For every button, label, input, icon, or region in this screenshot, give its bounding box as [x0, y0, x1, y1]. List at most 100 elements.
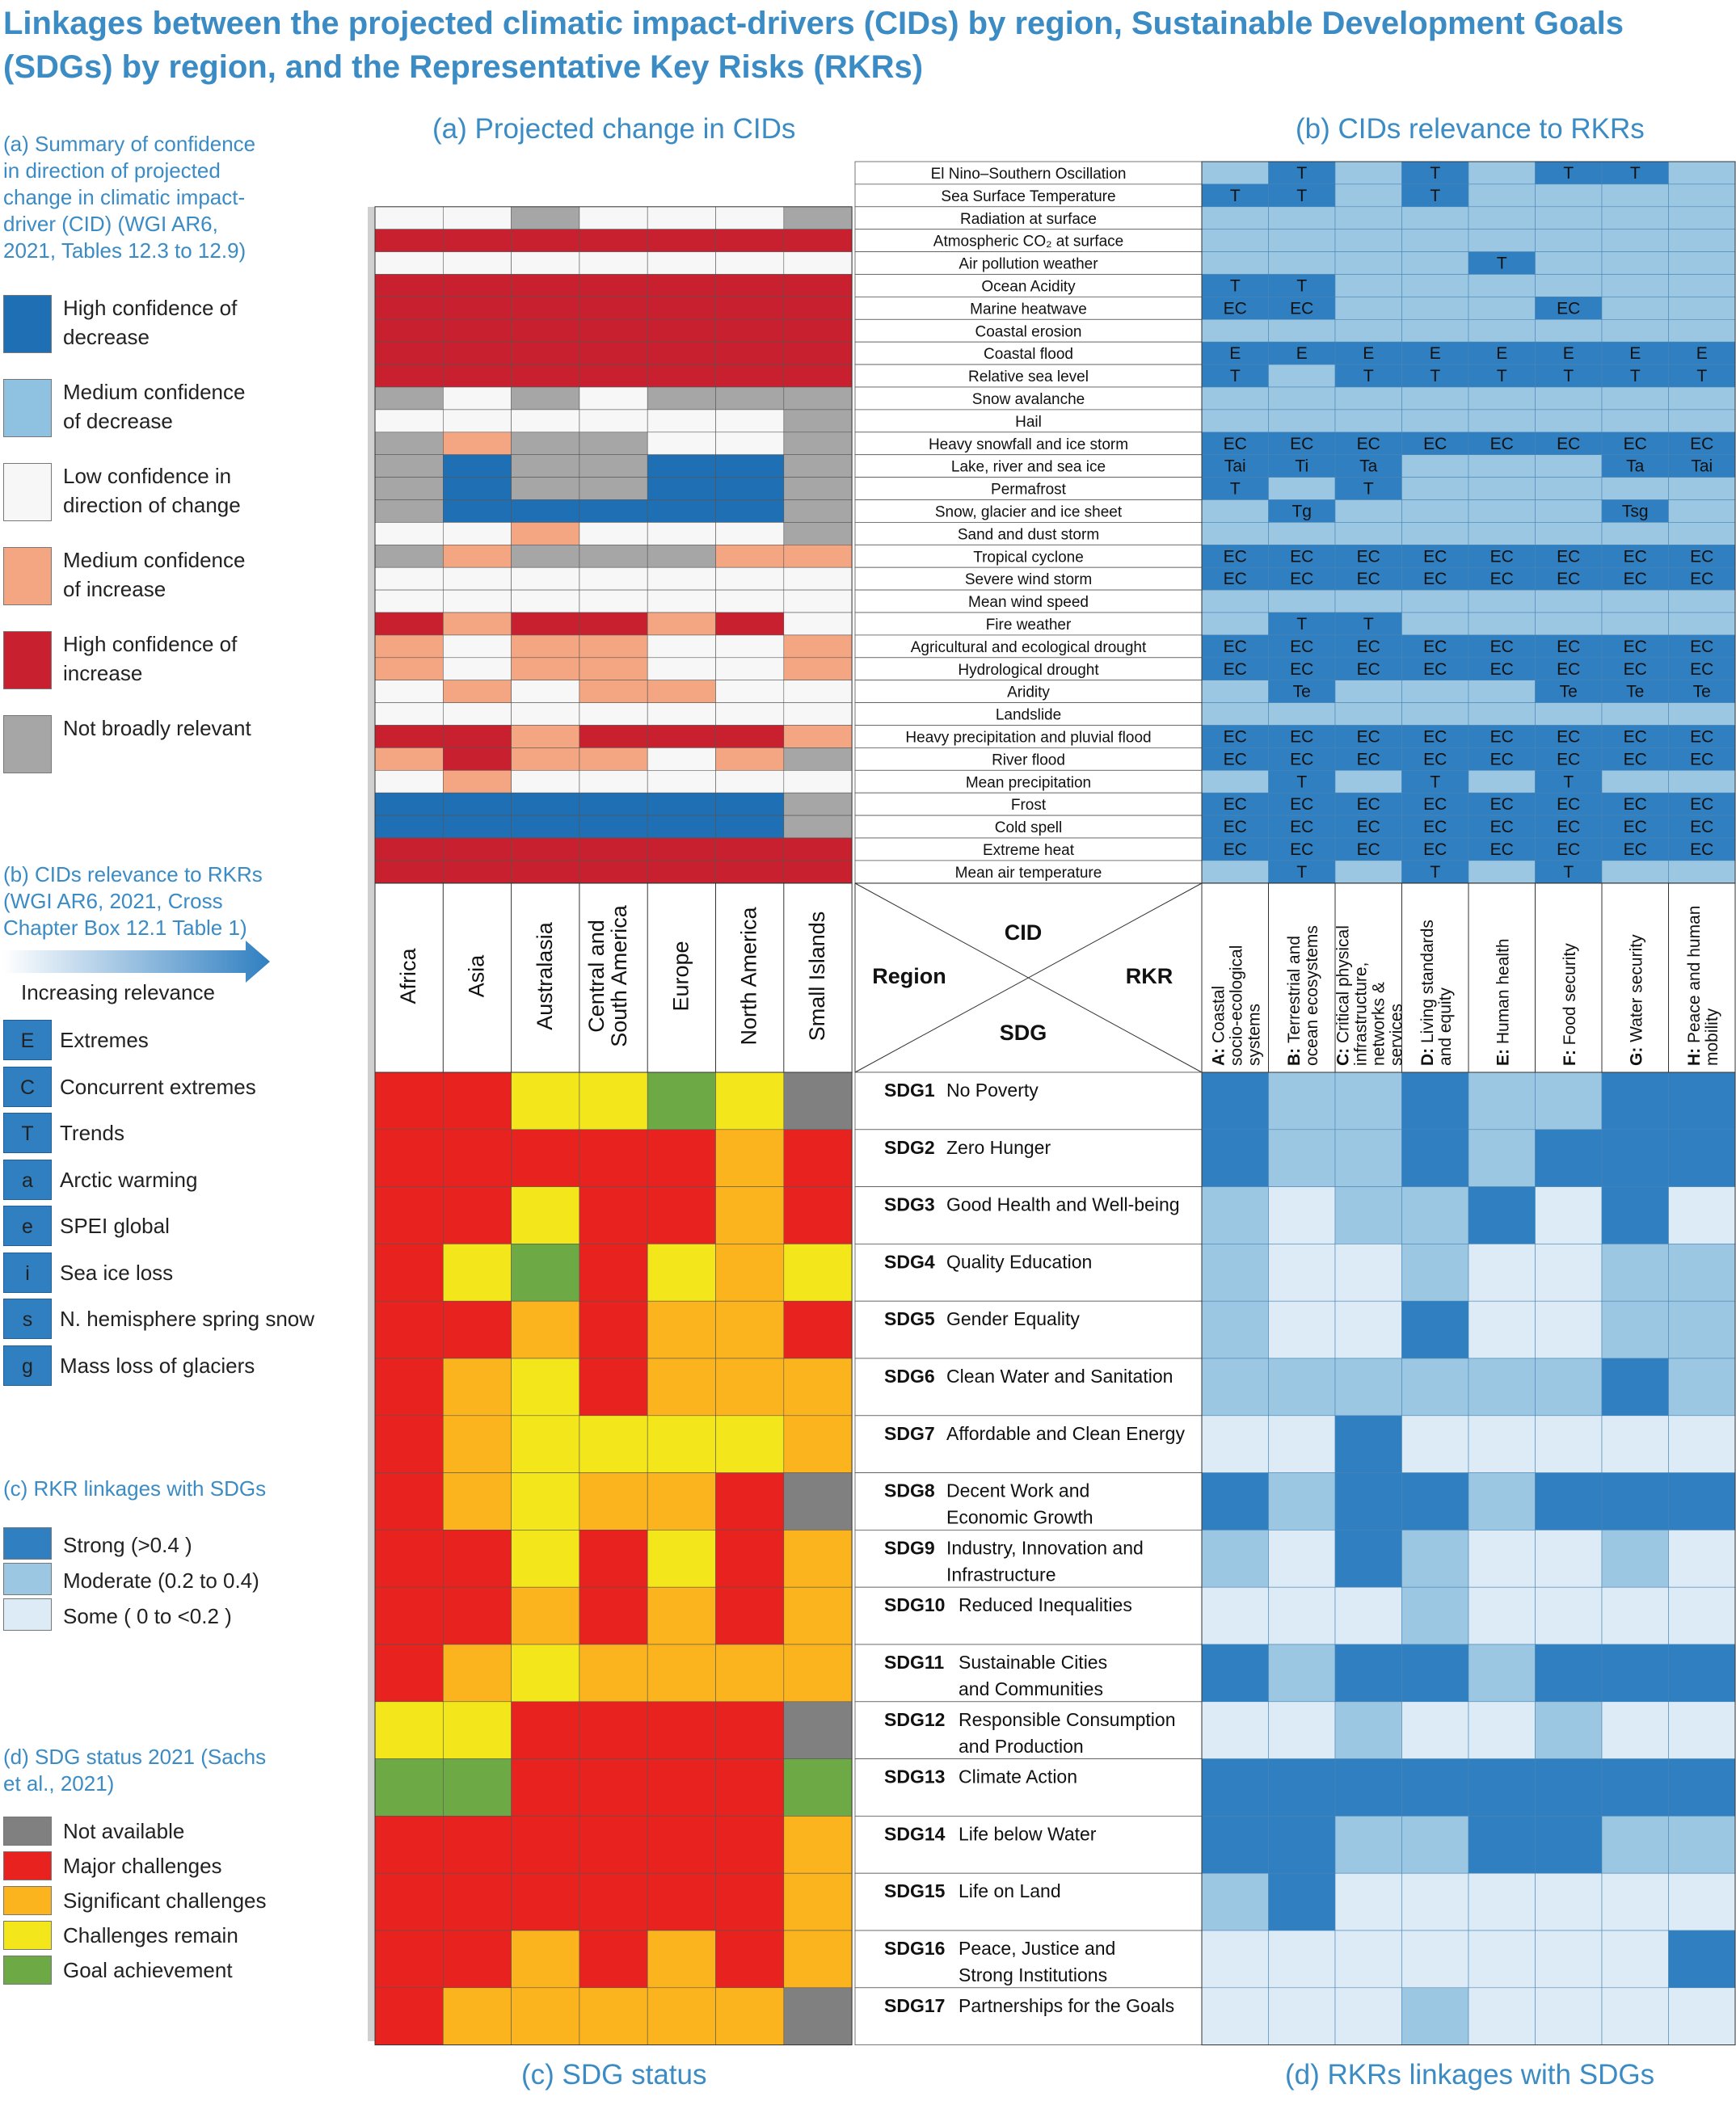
sdg-rkr-link-cell: [1468, 1816, 1536, 1874]
cid-rkr-cell: [1535, 432, 1603, 455]
sdg-status-cell: [442, 1300, 512, 1359]
sdg-row: SDG8 Decent Work and Economic Growth: [374, 1472, 1736, 1530]
cid-rkr-cell: [1668, 612, 1736, 636]
cid-rkr-code: EC: [1357, 570, 1380, 588]
cid-rkr-code: Ta: [1359, 457, 1378, 476]
cid-rkr-code: T: [1430, 367, 1440, 385]
cid-rkr-code: Tg: [1291, 502, 1312, 520]
sdg-status-cell: [715, 1129, 785, 1187]
cid-label: Agricultural and ecological drought: [911, 639, 1147, 656]
cid-rkr-cell: [1601, 454, 1669, 478]
cid-region-cell: [579, 680, 648, 703]
cid-rkr-cell: [1668, 364, 1736, 388]
sdg-rkr-link-cell: [1401, 1872, 1469, 1931]
cid-region-cell: [442, 229, 512, 252]
cid-region-cell: [579, 792, 648, 816]
sdg-rkr-link-cell: [1468, 1072, 1536, 1130]
cid-region-cell: [579, 769, 648, 794]
cid-region-cell: [511, 477, 580, 500]
sdg-status-cell: [783, 1415, 853, 1473]
sdg-id: SDG1: [884, 1080, 935, 1101]
sdg-status-cell: [442, 1530, 512, 1588]
cid-rkr-cell: [1601, 409, 1669, 433]
cid-rkr-cell: [1668, 274, 1736, 297]
cid-rkr-cell: [1201, 769, 1269, 794]
cid-rkr-cell: [1468, 274, 1536, 297]
cid-rkr-code: EC: [1624, 795, 1647, 814]
sdg-status-cell: [374, 1644, 444, 1703]
cid-label: Aridity: [1007, 684, 1050, 701]
cid-rkr-cell: [1268, 341, 1336, 365]
cid-label-cell: [854, 612, 1203, 636]
sdg-status-cell: [715, 1244, 785, 1302]
cid-rkr-code: EC: [1490, 750, 1514, 768]
cid-rkr-cell: [1668, 566, 1736, 591]
cid-rkr-code: EC: [1224, 570, 1247, 588]
cid-rkr-cell: [1468, 297, 1536, 320]
cid-rkr-code: EC: [1690, 660, 1713, 679]
cid-rkr-cell: [1535, 725, 1603, 748]
sdg-row: SDG11 Sustainable Cities and Communities: [374, 1644, 1736, 1703]
sdg-rkr-link-cell: [1468, 1415, 1536, 1473]
cid-rkr-cell: [1535, 206, 1603, 230]
rkr-label: G: Water security: [1627, 934, 1645, 1066]
cid-rkr-code: EC: [1557, 818, 1580, 836]
sdg-id: SDG17: [884, 1995, 945, 2016]
sdg-rkr-link-cell: [1601, 1530, 1669, 1588]
cid-rkr-cell: [1268, 386, 1336, 411]
cid-region-cell: [579, 454, 648, 478]
cid-rkr-cell: [1601, 837, 1669, 861]
sdg-status-cell: [374, 1300, 444, 1359]
cid-label-cell: [854, 725, 1203, 748]
sdg-rkr-link-cell: [1201, 1472, 1269, 1530]
cid-region-cell: [374, 251, 444, 275]
sdg-status-cell: [579, 1987, 648, 2045]
cid-rkr-code: EC: [1557, 727, 1580, 746]
cid-rkr-cell: [1601, 477, 1669, 500]
sdg-status-cell: [511, 1644, 580, 1703]
cid-region-cell: [647, 566, 716, 591]
legend: (a) Summary of confidence in direction o…: [3, 129, 314, 1988]
sdg-status-cell: [442, 1758, 512, 1817]
cid-row: Marine heatwave EC EC EC: [374, 296, 1736, 320]
cid-region-cell: [374, 769, 444, 794]
sdg-rkr-link-cell: [1334, 1530, 1402, 1588]
cid-rkr-cell: [1468, 229, 1536, 252]
rkr-label: ocean ecosystems: [1303, 925, 1321, 1066]
cid-region-cell: [715, 589, 785, 613]
sdg-rkr-link-cell: [1401, 1300, 1469, 1359]
sdg-status-cell: [579, 1244, 648, 1302]
sdg-row: SDG15 Life on Land: [374, 1872, 1736, 1931]
sdg-status-cell: [579, 1358, 648, 1417]
cid-rkr-code: EC: [1290, 547, 1313, 566]
cid-region-cell: [715, 657, 785, 680]
sdg-rkr-link-cell: [1201, 1072, 1269, 1130]
cid-region-cell: [579, 477, 648, 500]
cid-region-cell: [374, 815, 444, 839]
sdg-rkr-link-cell: [1601, 1358, 1669, 1417]
cid-rkr-cell: [1334, 477, 1402, 500]
sdg-status-cell: [783, 1816, 853, 1874]
sdg-id: SDG16: [884, 1938, 945, 1959]
sdg-status-cell: [442, 1072, 512, 1130]
sdg-status-cell: [374, 1072, 444, 1130]
region-label: Africa: [396, 948, 420, 1004]
sdg-label-cell: [854, 1530, 1203, 1588]
cid-row: Heavy snowfall and ice storm EC EC EC EC EC EC…: [374, 432, 1736, 456]
sdg-id: SDG6: [884, 1366, 935, 1387]
sdg-status-cell: [647, 1472, 716, 1530]
sdg-label-cell: [854, 1644, 1203, 1703]
sdg-rkr-link-cell: [1601, 1244, 1669, 1302]
cid-region-cell: [511, 274, 580, 297]
cid-region-cell: [783, 318, 853, 343]
sdg-status-cell: [647, 1701, 716, 1759]
cid-rkr-cell: [1268, 206, 1336, 230]
cid-rkr-code: Te: [1293, 683, 1311, 701]
legend-c-swatch: [3, 1598, 52, 1631]
cid-rkr-code: T: [1296, 276, 1307, 295]
sdg-status-cell: [374, 1701, 444, 1759]
sdg-rkr-link-cell: [1268, 1244, 1336, 1302]
sdg-status-cell: [374, 1930, 444, 1989]
cid-region-cell: [511, 229, 580, 252]
sdg-rkr-link-cell: [1201, 1586, 1269, 1645]
